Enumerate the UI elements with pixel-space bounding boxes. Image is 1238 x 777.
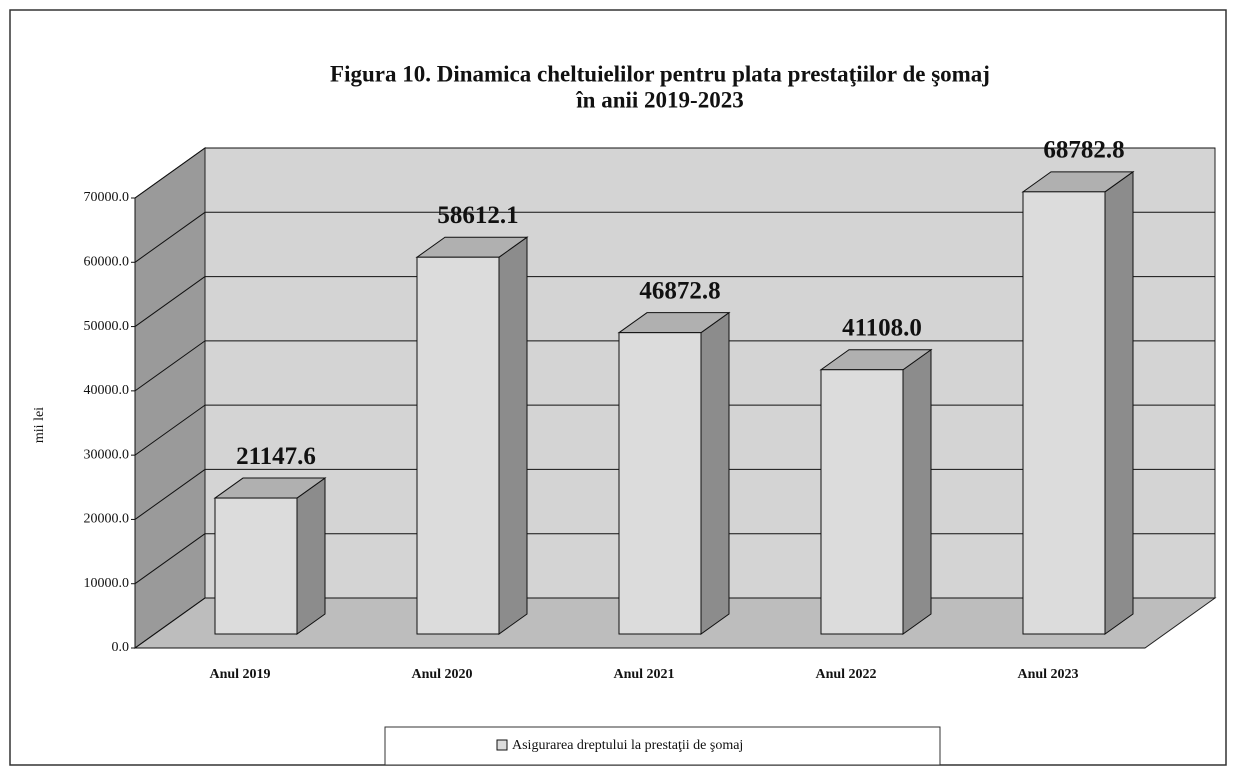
- data-label: 41108.0: [842, 314, 922, 341]
- chart-title: Figura 10. Dinamica cheltuielilor pentru…: [330, 61, 990, 86]
- chart-title: în anii 2019-2023: [575, 87, 743, 112]
- grid-line: [134, 597, 206, 649]
- grid-line: [134, 276, 206, 327]
- bar: [618, 332, 702, 635]
- y-tick-label: 30000.0: [84, 447, 130, 462]
- y-tick-label: 60000.0: [84, 255, 130, 270]
- y-tick-label: 70000.0: [84, 190, 130, 205]
- bar-side: [1104, 170, 1134, 635]
- bar-side: [498, 236, 528, 635]
- bar: [214, 497, 298, 635]
- bar: [1022, 191, 1106, 635]
- y-tick-label: 20000.0: [84, 512, 130, 527]
- grid-line: [134, 404, 206, 456]
- x-tick-label: Anul 2023: [1017, 667, 1078, 682]
- grid-line: [134, 147, 206, 199]
- bar-side: [296, 477, 326, 635]
- grid-line: [134, 211, 206, 263]
- x-tick-label: Anul 2019: [209, 667, 270, 682]
- y-tick-label: 0.0: [112, 640, 130, 655]
- grid-line: [134, 469, 206, 520]
- legend-box: [384, 726, 941, 766]
- y-tick-label: 40000.0: [84, 383, 130, 398]
- legend-marker: [496, 739, 508, 751]
- x-tick-label: Anul 2020: [411, 667, 472, 682]
- x-tick-label: Anul 2022: [815, 667, 876, 682]
- data-label: 68782.8: [1043, 137, 1124, 164]
- bar-side: [700, 311, 730, 635]
- y-axis-label: mii lei: [32, 407, 47, 443]
- bar: [820, 369, 904, 635]
- data-label: 46872.8: [639, 277, 720, 304]
- x-tick-label: Anul 2021: [613, 667, 674, 682]
- side-wall: [134, 147, 206, 649]
- data-label: 21147.6: [236, 443, 316, 470]
- bar: [416, 256, 500, 635]
- grid-line: [134, 533, 206, 585]
- y-tick-label: 10000.0: [84, 576, 130, 591]
- legend-label: Asigurarea dreptului la prestaţii de şom…: [512, 738, 743, 753]
- data-label: 58612.1: [437, 202, 518, 229]
- grid-line: [134, 340, 206, 392]
- y-tick-label: 50000.0: [84, 319, 130, 334]
- bar-side: [902, 348, 932, 635]
